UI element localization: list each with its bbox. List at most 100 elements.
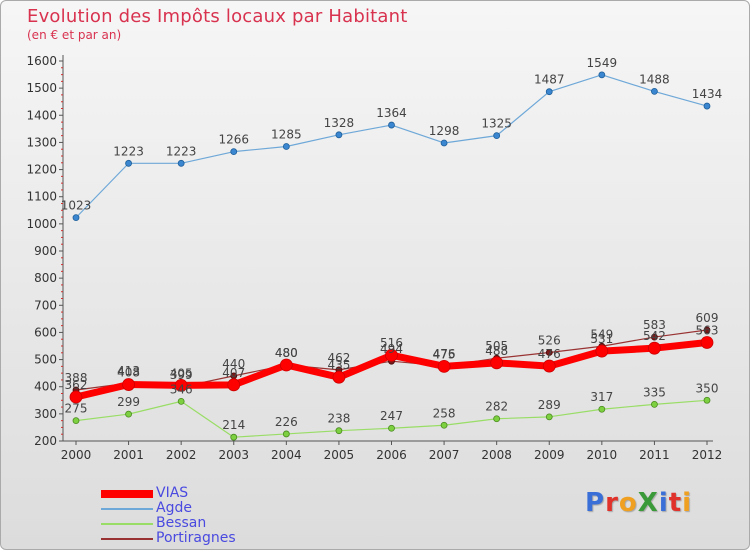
data-point-agde [598,71,606,79]
data-label-vias: 563 [696,323,719,337]
data-label-bessan: 282 [485,400,508,414]
data-label-vias: 408 [117,366,140,380]
data-label-agde: 1266 [218,133,249,147]
data-point-vias [122,378,135,391]
data-label-portiragnes: 462 [327,351,350,365]
data-point-vias [69,390,83,404]
data-label-agde: 1487 [534,73,565,87]
y-tick-label: 500 [34,353,57,367]
data-label-portiragnes: 480 [275,346,298,360]
data-label-bessan: 247 [380,409,403,423]
data-label-portiragnes: 440 [222,357,245,371]
data-label-vias: 476 [538,347,561,361]
data-point-agde [703,102,711,110]
x-tick-label: 2012 [692,448,723,462]
data-label-bessan: 275 [65,402,88,416]
x-tick-label: 2009 [534,448,565,462]
data-label-bessan: 214 [222,418,245,432]
data-label-vias: 362 [65,378,88,392]
data-label-agde: 1434 [692,87,723,101]
x-tick-label: 2004 [271,448,302,462]
chart-subtitle: (en € et par an) [27,28,122,42]
data-point-vias [437,359,451,373]
data-point-bessan [125,410,132,418]
y-tick-label: 300 [34,407,57,421]
data-point-vias [648,341,661,355]
x-tick-label: 2003 [218,448,249,462]
data-point-agde [282,143,290,150]
x-tick-label: 2010 [587,448,618,462]
legend-label: Agde [156,500,192,516]
y-tick-label: 600 [34,325,57,339]
data-point-bessan [651,400,658,408]
data-point-vias [174,378,188,392]
data-point-vias [595,344,609,358]
legend-label: Portiragnes [156,530,236,546]
data-label-portiragnes: 549 [590,327,613,341]
y-tick-label: 900 [34,244,57,258]
data-label-vias: 435 [327,358,350,372]
data-label-vias: 405 [170,366,193,380]
data-point-bessan [703,396,711,404]
data-label-bessan: 299 [117,395,140,409]
data-point-agde [651,88,658,95]
data-label-vias: 488 [485,344,508,358]
data-label-portiragnes: 494 [380,342,403,356]
legend-swatch [101,508,153,510]
y-tick-label: 1200 [26,163,57,177]
data-label-bessan: 317 [590,390,613,404]
data-point-vias [490,356,504,370]
data-point-vias [700,336,714,349]
data-label-agde: 1549 [587,56,618,70]
data-point-vias [332,370,346,384]
data-point-portiragnes [545,349,553,356]
legend-swatch [101,490,153,498]
data-point-bessan [335,427,343,435]
y-tick-label: 1000 [26,217,57,231]
data-label-bessan: 346 [170,382,193,396]
chart-title: Evolution des Impôts locaux par Habitant [27,6,408,27]
data-point-vias [227,378,241,392]
proxiti-logo: ProXiti [585,488,693,518]
y-tick-label: 700 [34,298,57,312]
data-label-agde: 1223 [166,144,197,158]
data-label-agde: 1325 [481,117,512,131]
data-point-bessan [282,430,290,438]
data-point-bessan [230,433,238,441]
x-tick-label: 2000 [61,448,92,462]
data-point-vias [385,348,398,362]
x-tick-label: 2001 [113,448,144,462]
data-point-agde [440,139,448,147]
data-label-bessan: 258 [433,406,456,420]
data-point-agde [388,121,395,129]
data-point-bessan [545,413,553,421]
y-tick-label: 400 [34,380,57,394]
data-point-agde [72,214,80,222]
legend-swatch [101,538,153,540]
data-label-portiragnes: 609 [696,311,719,325]
data-label-portiragnes: 413 [117,364,140,378]
y-tick-label: 200 [34,434,57,448]
data-point-bessan [388,424,395,432]
data-point-bessan [177,397,185,405]
x-tick-label: 2008 [481,448,512,462]
data-label-vias: 475 [433,347,456,361]
data-label-bessan: 226 [275,415,298,429]
data-label-portiragnes: 399 [170,368,193,382]
y-tick-label: 1600 [26,54,57,68]
data-label-portiragnes: 526 [538,334,561,348]
data-label-agde: 1023 [61,199,92,213]
data-point-agde [230,148,238,156]
y-tick-label: 1100 [26,190,57,204]
data-point-agde [335,131,343,139]
data-point-bessan [72,417,80,425]
data-point-bessan [440,421,448,429]
data-label-vias: 516 [380,336,403,350]
data-label-vias: 542 [643,329,666,343]
data-label-agde: 1364 [376,106,407,120]
y-tick-label: 1500 [26,81,57,95]
x-tick-label: 2005 [324,448,355,462]
data-point-bessan [598,405,606,413]
data-label-portiragnes: 505 [485,339,508,353]
